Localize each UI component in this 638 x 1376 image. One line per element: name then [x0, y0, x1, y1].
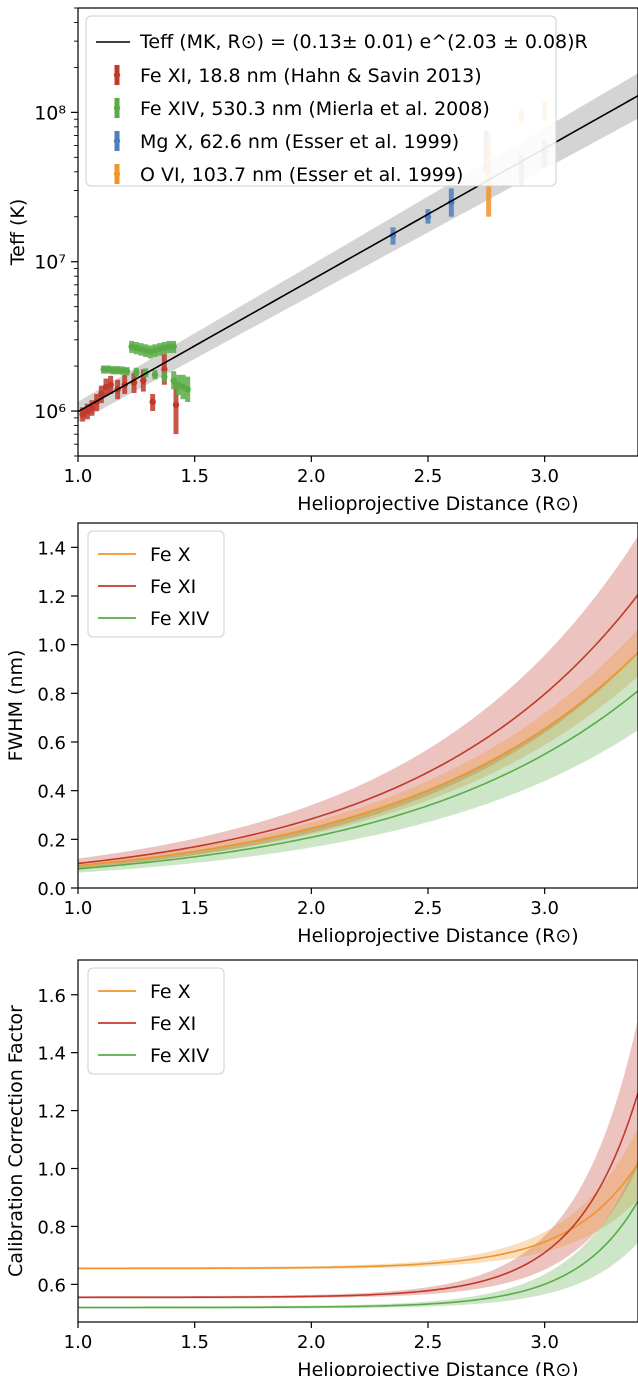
- legend-marker: [113, 137, 121, 145]
- data-point: [170, 343, 177, 350]
- x-tick-label: 2.5: [414, 1332, 443, 1353]
- data-point: [170, 377, 177, 384]
- y-tick-label: 0.4: [37, 782, 66, 803]
- legend-label: Fe XIV, 530.3 nm (Mierla et al. 2008): [140, 98, 490, 120]
- x-tick-label: 1.0: [64, 466, 93, 487]
- panel-2: 0.6 0.8 1.0 1.2 1.4 1.6 1.0 1.5 2.0 2.5 3.0 Heliopr…: [5, 959, 638, 1376]
- x-tick-label: 2.5: [414, 466, 443, 487]
- series-line: [78, 652, 638, 867]
- data-point: [123, 367, 131, 375]
- legend-label: Fe XIV: [150, 608, 209, 630]
- y-tick-label: 1.2: [37, 1102, 66, 1123]
- legend-marker: [113, 170, 121, 178]
- legend-label: O VI, 103.7 nm (Esser et al. 1999): [140, 164, 463, 186]
- y-tick-label: 0.6: [37, 733, 66, 754]
- y-tick-label: 10⁶: [34, 401, 66, 423]
- x-axis-label: Helioprojective Distance (R⊙): [297, 493, 578, 515]
- series-line: [78, 1092, 638, 1299]
- plot-frame-1: [77, 522, 638, 889]
- data-point: [161, 373, 168, 380]
- y-tick-label: 1.0: [37, 636, 66, 657]
- data-point: [184, 386, 191, 393]
- legend: Fe X Fe XI Fe XIV: [87, 530, 225, 638]
- data-point: [133, 369, 140, 376]
- y-axis-label: Calibration Correction Factor: [5, 1005, 27, 1277]
- data-point: [107, 381, 114, 388]
- data-point: [79, 411, 86, 418]
- panel-teff: 10⁶10⁷10⁸10⁹1.01.52.02.53.0Helioprojecti…: [7, 7, 638, 515]
- data-point: [165, 343, 173, 350]
- x-tick-label: 2.0: [297, 898, 326, 919]
- x-tick-label: 3.0: [530, 466, 559, 487]
- legend-box: [87, 967, 225, 1075]
- uncertainty-band: [78, 536, 638, 869]
- data-point: [114, 366, 121, 374]
- plot-area: [78, 1019, 638, 1309]
- y-tick-label: 0.8: [37, 1217, 66, 1238]
- x-tick-label: 2.0: [297, 1332, 326, 1353]
- y-tick-label: 0.6: [37, 1275, 66, 1296]
- legend: Teff (MK, R⊙) = (0.13± 0.01) e^(2.03 ± 0…: [85, 15, 588, 187]
- y-tick-label: 1.6: [37, 986, 66, 1007]
- data-point: [151, 371, 159, 378]
- y-tick-label: 0.8: [37, 684, 66, 705]
- x-tick-label: 3.0: [530, 898, 559, 919]
- legend-fit-label: Teff (MK, R⊙) = (0.13± 0.01) e^(2.03 ± 0…: [139, 31, 588, 53]
- x-axis-label: Helioprojective Distance (R⊙): [297, 1359, 578, 1376]
- uncertainty-band: [78, 651, 638, 873]
- x-tick-label: 1.5: [180, 898, 209, 919]
- plot-frame-2: [77, 959, 638, 1323]
- legend-label: Fe XI, 18.8 nm (Hahn & Savin 2013): [140, 65, 482, 87]
- y-tick-label: 10⁸: [34, 102, 66, 124]
- data-point: [100, 366, 107, 373]
- x-tick-label: 2.5: [414, 898, 443, 919]
- x-tick-label: 1.0: [64, 1332, 93, 1353]
- y-tick-label: 1.0: [37, 1160, 66, 1181]
- series-line: [78, 1163, 638, 1270]
- series-line: [78, 594, 638, 865]
- legend-label: Fe X: [150, 981, 191, 1003]
- legend-label: Fe XI: [150, 576, 196, 598]
- y-axis-label: FWHM (nm): [5, 650, 27, 762]
- plot-frame-0: [77, 7, 638, 457]
- x-tick-label: 1.5: [180, 466, 209, 487]
- legend-label: Fe XI: [150, 1013, 196, 1035]
- x-tick-label: 2.0: [297, 466, 326, 487]
- data-point: [98, 390, 105, 398]
- legend: Fe X Fe XI Fe XIV: [87, 967, 225, 1075]
- x-tick-label: 1.5: [180, 1332, 209, 1353]
- y-tick-label: 0.2: [37, 830, 66, 851]
- data-point: [161, 366, 168, 373]
- series-line: [78, 1200, 638, 1309]
- y-tick-label: 0.0: [37, 879, 66, 900]
- data-point: [172, 401, 180, 409]
- legend-box: [87, 530, 225, 638]
- y-tick-label: 10⁷: [34, 252, 66, 274]
- series-line: [78, 690, 638, 870]
- y-tick-label: 1.2: [37, 587, 66, 608]
- plot-area: [78, 536, 638, 873]
- legend-marker: [113, 104, 121, 112]
- legend-box: [85, 15, 557, 187]
- y-tick-label: 1.4: [37, 1044, 66, 1065]
- x-tick-label: 3.0: [530, 1332, 559, 1353]
- legend-label: Fe XIV: [150, 1045, 209, 1067]
- data-point: [149, 398, 156, 406]
- data-point: [140, 377, 147, 384]
- x-tick-label: 1.0: [64, 898, 93, 919]
- data-point: [88, 404, 96, 412]
- uncertainty-band: [78, 629, 638, 868]
- y-tick-label: 1.4: [37, 538, 66, 559]
- uncertainty-band: [78, 1127, 638, 1270]
- legend-label: Fe X: [150, 544, 191, 566]
- legend-label: Mg X, 62.6 nm (Esser et al. 1999): [140, 131, 459, 153]
- x-axis-label: Helioprojective Distance (R⊙): [297, 925, 578, 947]
- panel-1: 0.0 0.2 0.4 0.6 0.8 1.0 1.2 1.4 1.0 1.5 2.0 2.5 3.0 H…: [5, 522, 638, 947]
- y-axis-label: Teff (K): [7, 199, 29, 266]
- data-point: [109, 366, 117, 374]
- legend-marker: [113, 71, 121, 79]
- data-point: [84, 407, 91, 415]
